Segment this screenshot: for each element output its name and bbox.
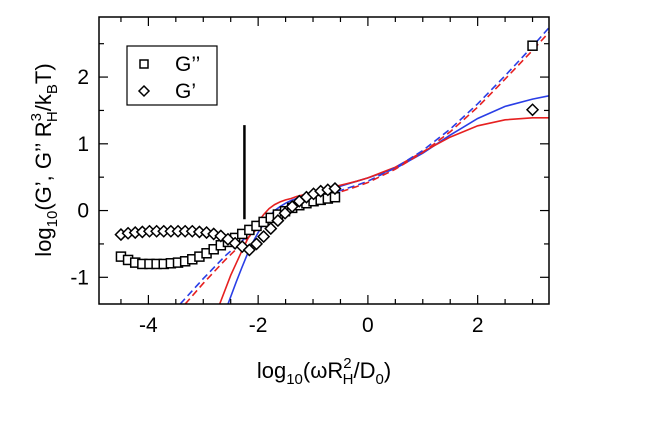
x-axis-label-log-base: 10 — [286, 371, 303, 388]
g-double-prime-point — [527, 40, 538, 51]
axis-ticks — [99, 17, 549, 304]
g-prime-point — [264, 222, 278, 236]
curve-blue-dashed — [179, 27, 549, 304]
g-prime-point — [249, 237, 264, 251]
x-axis-label-d: /D — [353, 358, 375, 383]
legend-label-g-prime: G’ — [175, 80, 196, 103]
legend-box — [126, 45, 218, 106]
y-axis-label-r-subscript: H — [44, 111, 61, 122]
x-axis-label-open: (ωR — [303, 358, 343, 383]
model-curves — [179, 27, 549, 304]
legend: G’’ G’ — [126, 45, 218, 106]
y-axis-label-r-exponent: 3 — [28, 113, 45, 121]
legend-marker-diamond — [137, 84, 151, 98]
x-tick-label: -2 — [249, 314, 268, 337]
g-prime-point — [278, 206, 292, 220]
x-axis-label-d-subscript: 0 — [375, 371, 383, 388]
y-axis-label-k: /k — [31, 93, 56, 111]
y-axis-label-log-base: 10 — [44, 211, 61, 228]
x-axis-label: log10(ωR2 H/D0) — [257, 355, 391, 388]
y-axis-label-k-subscript: B — [44, 84, 61, 94]
x-tick-label: -4 — [139, 314, 158, 337]
y-axis-label-log: log — [31, 227, 56, 256]
g-prime-point — [257, 230, 271, 244]
data-markers — [114, 40, 540, 270]
y-axis-label-close: T) — [31, 63, 56, 84]
g-prime-point — [242, 243, 256, 257]
x-axis-label-r-subscript: H — [343, 371, 354, 388]
y-tick-label: 0 — [77, 200, 89, 223]
x-axis-label-close: ) — [384, 358, 391, 383]
y-tick-label: -1 — [70, 266, 89, 289]
x-tick-label: 0 — [362, 314, 374, 337]
curve-blue-solid — [227, 95, 549, 304]
g-prime-point — [285, 199, 299, 214]
g-prime-point — [271, 214, 285, 228]
legend-label-g-double-prime: G’’ — [175, 53, 200, 76]
curve-red-solid — [218, 117, 549, 304]
y-axis-label: log10(G’, G’’ R3H/kBT) — [28, 63, 61, 256]
x-axis-label-log: log — [257, 358, 286, 383]
x-tick-label: 2 — [472, 314, 484, 337]
tick-labels: -4 -2 0 2 -1 0 1 2 — [70, 66, 483, 337]
legend-marker-square — [139, 59, 149, 69]
g-prime-point — [525, 103, 540, 117]
y-tick-label: 1 — [77, 133, 89, 156]
y-axis-label-body: (G’, G’’ R — [31, 121, 56, 210]
g-prime-point — [328, 181, 342, 196]
y-tick-label: 2 — [77, 66, 89, 89]
x-axis-label-r-exponent: 2 — [343, 355, 351, 372]
curve-red-dashed — [184, 31, 549, 304]
plot-frame — [98, 16, 550, 305]
